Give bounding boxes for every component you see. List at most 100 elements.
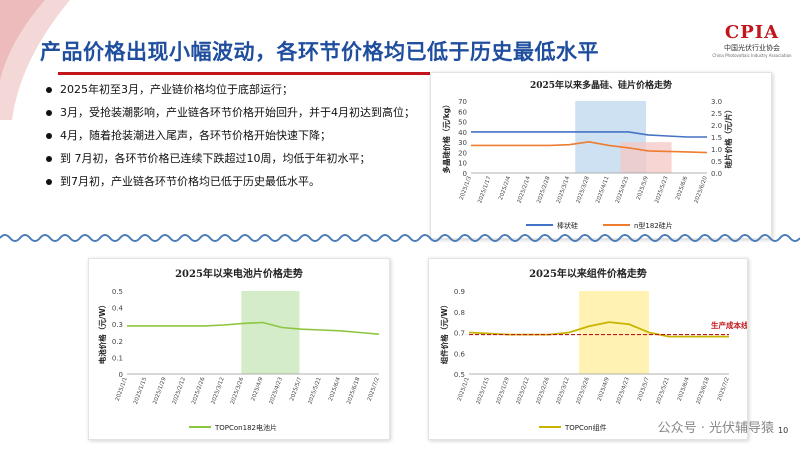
x-tick-label: 2025/1/29: [152, 376, 167, 405]
x-tick-label: 2025/3/12: [556, 377, 571, 406]
x-tick-label: 2025/1/1: [115, 377, 129, 402]
highlight-region: [620, 142, 672, 173]
wave-separator: [0, 234, 800, 242]
bullet-item: 4月，随着抢装潮进入尾声，各环节价格开始快速下降；: [42, 128, 427, 144]
bullet-item: 2025年初至3月，产业链价格均位于底部运行；: [42, 82, 427, 98]
x-tick-label: 2025/6/4: [328, 376, 342, 402]
logo-name-en: China Photovoltaic Industry Association: [712, 53, 792, 58]
chart-panel-cell: 2025年以来电池片价格走势 0 0.1 0.2 0.3 0.4 0.5 2025/1/1 2…: [88, 258, 390, 440]
y-tick-label: 20: [458, 149, 467, 157]
y2-tick-label: 0.0: [711, 170, 722, 178]
page-title: 产品价格出现小幅波动，各环节价格均已低于历史最低水平: [40, 40, 599, 64]
x-tick-label: 2025/6/4: [677, 376, 691, 402]
x-tick-label: 2025/1/1: [457, 377, 471, 402]
x-tick-label: 2025/7/2: [367, 377, 381, 402]
y-tick-label: 0: [119, 371, 123, 379]
watermark: 公众号 · 光伏辅导猿: [657, 421, 774, 436]
y-axis-title: 电池价格（元/W）: [97, 301, 107, 365]
legend-label-silicon: 棒状硅: [557, 221, 578, 230]
y-tick-label: 0.7: [454, 330, 465, 338]
x-tick-label: 2025/3/28: [576, 175, 591, 204]
x-tick-label: 2025/3/12: [211, 377, 226, 406]
y-axis-title: 组件价格（元/W）: [439, 301, 449, 365]
y-tick-label: 70: [458, 98, 467, 106]
x-tick-label: 2025/2/12: [172, 377, 187, 406]
silicon-wafer-chart: 0 10 20 30 40 50 60 70 0.0 0.5 1.0 1.5 2.0 2.5 3.0 2025…: [441, 98, 733, 230]
y-tick-label: 50: [458, 119, 467, 127]
y-tick-label: 0.1: [112, 354, 123, 362]
y-tick-label: 40: [458, 129, 467, 137]
cpia-logo: CPIA 中国光伏行业协会 China Photovoltaic Industr…: [712, 8, 792, 58]
cell-price-chart: 0 0.1 0.2 0.3 0.4 0.5 2025/1/1 2025/1/15 2025/1/…: [97, 288, 381, 432]
y-tick-label: 60: [458, 108, 467, 116]
chart-title: 2025年以来电池片价格走势: [175, 269, 303, 280]
x-tick-label: 2025/4/25: [615, 175, 630, 204]
logo-mark: CPIA: [724, 22, 780, 43]
chart-title: 2025年以来组件价格走势: [529, 269, 647, 280]
x-tick-label: 2025/5/7: [637, 376, 651, 402]
chart-title: 2025年以来多晶硅、硅片价格走势: [529, 81, 673, 91]
x-tick-label: 2025/5/21: [656, 377, 671, 406]
y-tick-label: 30: [458, 139, 467, 147]
x-tick-label: 2025/4/9: [250, 376, 264, 402]
x-tick-label: 2025/3/26: [230, 376, 245, 405]
x-tick-label: 2025/5/23: [654, 175, 669, 204]
x-tick-label: 2025/2/4: [498, 175, 512, 201]
x-tick-label: 2025/4/11: [595, 176, 610, 205]
x-tick-label: 2025/4/23: [269, 376, 284, 405]
y-tick-label: 0.5: [454, 371, 465, 379]
x-tick-label: 2025/4/23: [616, 376, 631, 405]
y2-tick-label: 0.5: [711, 158, 722, 166]
y-tick-label: 0.4: [112, 305, 124, 313]
y-tick-label: 0.8: [454, 309, 465, 317]
x-tick-label: 2025/5/9: [636, 175, 650, 201]
x-tick-label: 2025/1/29: [496, 376, 511, 405]
x-tick-label: 2025/1/3: [459, 175, 473, 201]
y2-tick-label: 3.0: [711, 98, 722, 106]
x-tick-label: 2025/2/26: [536, 376, 551, 405]
x-tick-label: 2025/3/26: [576, 376, 591, 405]
corner-decoration: [0, 0, 70, 120]
x-tick-label: 2025/1/15: [476, 376, 491, 405]
x-tick-label: 2025/6/6: [675, 175, 689, 201]
series-line-0: [471, 131, 707, 138]
y-tick-label: 0.5: [112, 288, 123, 296]
x-tick-label: 2025/6/18: [696, 376, 711, 405]
x-tick-label: 2025/2/14: [517, 175, 532, 204]
x-tick-label: 2025/6/20: [694, 175, 709, 204]
bullet-item: 到7月初，产业链各环节价格均已低于历史最低水平。: [42, 174, 427, 190]
y2-tick-label: 2.5: [711, 110, 722, 118]
x-tick-label: 2025/3/14: [556, 175, 571, 204]
logo-name-cn: 中国光伏行业协会: [724, 44, 780, 52]
y-tick-label: 10: [458, 160, 467, 168]
x-tick-label: 2025/5/7: [289, 376, 303, 402]
series-line-1: [471, 140, 708, 154]
chart-panel-module: 2025年以来组件价格走势 0.5 0.6 0.7 0.8 0.9 2025/1/1 202…: [428, 258, 748, 440]
legend-label-cell: TOPCon182电池片: [214, 423, 277, 432]
cost-line-annotation: 生产成本线: [711, 320, 747, 330]
y-tick-label: 0.2: [112, 338, 123, 346]
y2-tick-label: 1.0: [711, 146, 722, 154]
y2-tick-label: 2.0: [711, 122, 722, 130]
x-tick-label: 2025/1/17: [477, 175, 492, 204]
bullet-item: 3月，受抢装潮影响，产业链各环节价格开始回升，并于4月初达到高位；: [42, 105, 427, 121]
page-number: 10: [778, 426, 789, 435]
x-tick-label: 2025/2/26: [191, 376, 206, 405]
y-tick-label: 0.6: [454, 350, 466, 358]
x-tick-label: 2025/4/9: [597, 376, 611, 402]
bullet-item: 到 7月初，各环节价格已连续下跌超过10周，均低于年初水平；: [42, 151, 427, 167]
x-tick-label: 2025/6/18: [346, 376, 361, 405]
chart-panel-silicon: 2025年以来多晶硅、硅片价格走势 0 10 20 30 40 50 60 70 0.0 0.5 1…: [430, 72, 772, 239]
y2-tick-label: 1.5: [711, 134, 722, 142]
y-tick-label: 0.9: [454, 288, 465, 296]
title-underline: [58, 72, 438, 75]
y-tick-label: 0.3: [112, 321, 123, 329]
bullet-list: 2025年初至3月，产业链价格均位于底部运行； 3月，受抢装潮影响，产业链各环节…: [42, 82, 427, 197]
x-tick-label: 2025/2/12: [516, 377, 531, 406]
x-tick-label: 2025/1/15: [133, 376, 148, 405]
y-tick-label: 0: [463, 170, 467, 178]
y-axis-title: 多晶硅价格（元/kg）: [441, 100, 451, 173]
legend-label-wafer: n型182硅片: [634, 221, 673, 230]
y2-axis-title: 硅片价格（元/片）: [723, 106, 733, 169]
series-line-0: [127, 321, 380, 335]
